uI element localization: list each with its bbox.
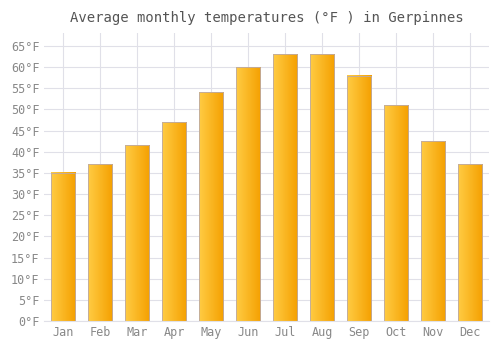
Bar	[51, 173, 75, 321]
Title: Average monthly temperatures (°F ) in Gerpinnes: Average monthly temperatures (°F ) in Ge…	[70, 11, 464, 25]
Bar	[236, 67, 260, 321]
Bar	[310, 54, 334, 321]
Bar	[88, 164, 112, 321]
Bar	[422, 141, 446, 321]
Bar	[384, 105, 408, 321]
Bar	[162, 122, 186, 321]
Bar	[458, 164, 482, 321]
Bar	[125, 145, 149, 321]
Bar	[199, 92, 223, 321]
Bar	[273, 54, 297, 321]
Bar	[347, 76, 372, 321]
